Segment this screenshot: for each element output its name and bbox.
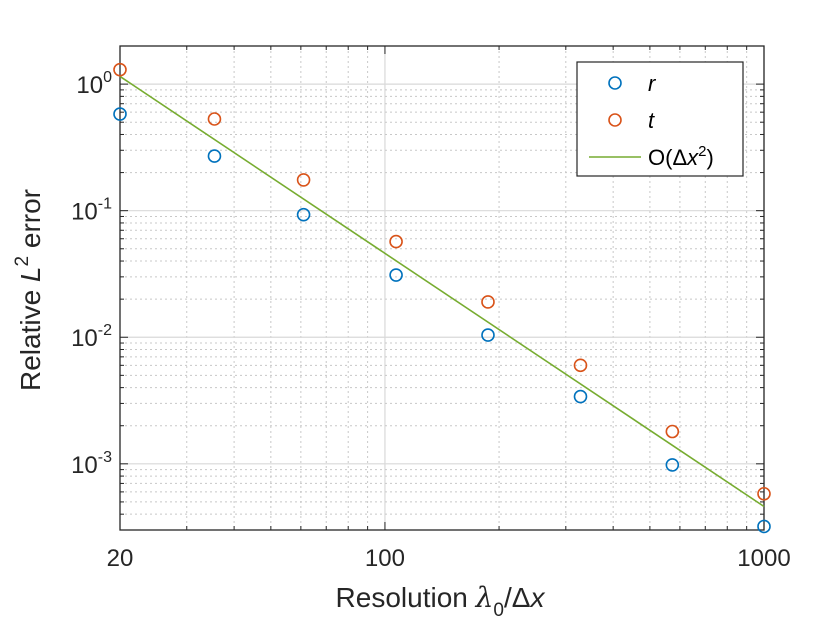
data-point-r xyxy=(113,107,127,121)
data-point-t xyxy=(665,424,680,439)
legend-label-fit: O(Δx2) xyxy=(648,143,714,170)
data-point-t xyxy=(207,112,222,126)
axis-ticks xyxy=(119,45,765,531)
data-point-t xyxy=(573,358,588,373)
y-tick-label: 10-3 xyxy=(71,449,112,479)
data-point-r xyxy=(481,328,495,342)
x-tick-label: 1000 xyxy=(737,545,790,572)
x-tick-label: 100 xyxy=(365,545,405,572)
legend-marker-t xyxy=(608,113,622,127)
data-point-r xyxy=(665,458,680,472)
x-axis-label: Resolution λ0/Δx xyxy=(336,581,546,621)
x-tick-labels: 20 100 1000 xyxy=(107,545,791,572)
data-point-r xyxy=(389,268,403,282)
legend: r t O(Δx2) xyxy=(576,61,744,177)
data-series xyxy=(113,62,771,534)
data-point-t xyxy=(481,295,495,309)
data-point-r xyxy=(757,519,771,534)
data-point-r xyxy=(296,207,311,222)
data-point-r xyxy=(207,149,222,163)
data-point-r xyxy=(573,389,588,404)
y-tick-labels: 10-3 10-2 10-1 100 xyxy=(71,69,112,479)
legend-label-r: r xyxy=(648,71,657,96)
legend-label-t: t xyxy=(648,108,655,133)
legend-marker-r xyxy=(608,76,622,90)
y-tick-label: 100 xyxy=(76,69,112,99)
data-point-t xyxy=(389,234,403,249)
y-tick-label: 10-2 xyxy=(71,322,112,352)
data-point-t xyxy=(296,173,311,187)
y-axis-label: Relative L2 error xyxy=(12,189,46,391)
plot-area-frame xyxy=(119,45,765,531)
data-point-t xyxy=(757,486,771,501)
fit-line xyxy=(119,75,765,508)
y-tick-label: 10-1 xyxy=(71,196,112,226)
data-point-t xyxy=(113,62,127,77)
x-tick-label: 20 xyxy=(107,545,134,572)
